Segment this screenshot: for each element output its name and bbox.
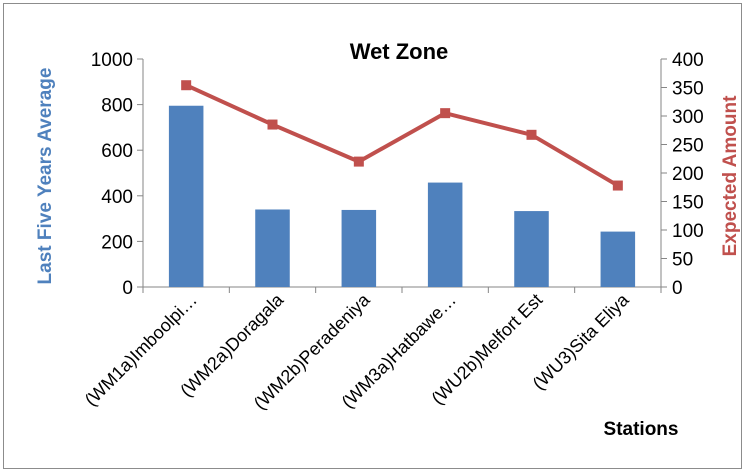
- y2-tick-label: 200: [672, 164, 704, 185]
- y-tick-label: 200: [101, 232, 133, 253]
- chart-title: Wet Zone: [350, 39, 449, 64]
- line-point: [353, 156, 364, 167]
- combo-chart: Wet Zone Last Five Years Average Expecte…: [35, 39, 741, 440]
- y-tick-label: 1000: [91, 50, 133, 71]
- y-tick-label: 800: [101, 96, 133, 117]
- line-point: [181, 80, 192, 91]
- y-tick-label: 0: [122, 278, 133, 299]
- chart-frame: Wet Zone Last Five Years Average Expecte…: [3, 3, 742, 469]
- line-point: [526, 129, 537, 140]
- y2-tick-label: 300: [672, 107, 704, 128]
- x-axis-title: Stations: [604, 419, 679, 440]
- y2-tick-label: 150: [672, 193, 704, 214]
- y-axis-title: Last Five Years Average: [35, 68, 56, 285]
- y2-tick-label: 0: [672, 278, 683, 299]
- bar: [168, 105, 204, 288]
- y2-tick-label: 100: [672, 221, 704, 242]
- bar: [341, 209, 377, 287]
- y2-tick-label: 250: [672, 136, 704, 157]
- y2-tick-label: 50: [672, 250, 693, 271]
- bar: [514, 211, 549, 287]
- line-point: [612, 180, 623, 191]
- y-tick-label: 600: [101, 141, 133, 162]
- bar: [600, 231, 636, 287]
- line-point: [267, 119, 278, 130]
- y2-axis-title: Expected Amount: [720, 95, 741, 256]
- bar: [255, 209, 290, 287]
- line-point: [440, 108, 451, 119]
- y2-tick-label: 400: [672, 50, 704, 71]
- bar: [427, 182, 463, 287]
- plot-area: 0 200 400 600 800 1000 0 50 100 150 200 250 300 350 40…: [81, 50, 704, 413]
- y2-tick-label: 350: [672, 79, 704, 100]
- line-series: [185, 83, 619, 188]
- y-tick-label: 400: [101, 187, 133, 208]
